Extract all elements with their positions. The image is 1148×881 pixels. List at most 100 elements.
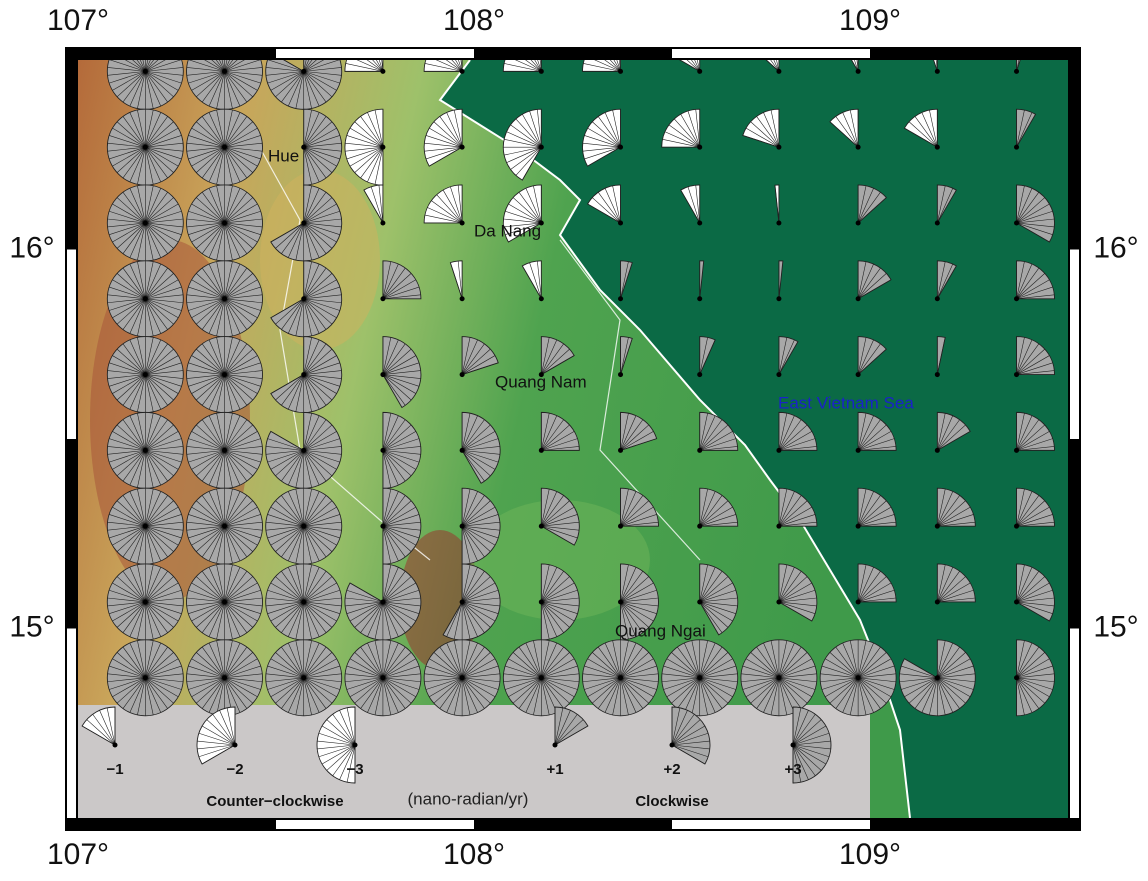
wedge-center [1014, 296, 1019, 301]
wedge-center [380, 675, 385, 680]
place-name: Quang Nam [495, 372, 587, 391]
wedge-center [301, 448, 306, 453]
wedge-center [856, 296, 861, 301]
wedge-center [143, 145, 148, 150]
legend-label: +2 [663, 761, 680, 778]
place-name: Hue [268, 146, 299, 165]
wedge-center [856, 372, 861, 377]
wedge-center [697, 372, 702, 377]
wedge-center [301, 296, 306, 301]
wedge-center [460, 599, 465, 604]
wedge-center [1014, 599, 1019, 604]
legend-cw: Clockwise [635, 793, 708, 810]
wedge-center [776, 220, 781, 225]
lat-tick-label: 15° [9, 610, 54, 643]
wedge-center [776, 296, 781, 301]
wedge-center [301, 220, 306, 225]
wedge-center [553, 743, 558, 748]
wedge-center [460, 675, 465, 680]
wedge-center [776, 675, 781, 680]
wedge-center [460, 296, 465, 301]
wedge-center [222, 448, 227, 453]
lon-tick-label: 108° [443, 838, 505, 871]
wedge-center [856, 675, 861, 680]
wedge-center [697, 296, 702, 301]
legend-unit: (nano-radian/yr) [408, 789, 529, 808]
wedge-center [539, 599, 544, 604]
wedge-center [935, 296, 940, 301]
lat-tick-label: 15° [1093, 610, 1138, 643]
wedge-center [776, 448, 781, 453]
wedge-center [618, 524, 623, 529]
wedge-center [935, 599, 940, 604]
wedge-center [380, 69, 385, 74]
wedge-center [1014, 372, 1019, 377]
wedge-center [222, 675, 227, 680]
wedge-center [143, 524, 148, 529]
wedge-center [222, 524, 227, 529]
wedge-center [380, 599, 385, 604]
wedge-center [935, 372, 940, 377]
wedge-center [697, 145, 702, 150]
wedge-center [380, 448, 385, 453]
lat-tick-label: 16° [1093, 231, 1138, 264]
wedge-center [460, 448, 465, 453]
wedge-center [539, 69, 544, 74]
wedge-center [539, 675, 544, 680]
wedge-center [380, 296, 385, 301]
legend-label: +1 [546, 761, 563, 778]
border-segment [1070, 629, 1079, 819]
wedge-center [222, 69, 227, 74]
wedge-center [222, 220, 227, 225]
wedge-center [697, 69, 702, 74]
lon-tick-label: 108° [443, 4, 505, 37]
legend-label: −2 [226, 761, 243, 778]
wedge-center [460, 220, 465, 225]
border-segment [67, 250, 76, 440]
wedge-center [776, 524, 781, 529]
wedge-center [776, 145, 781, 150]
wedge-center [143, 448, 148, 453]
wedge-center [1014, 145, 1019, 150]
wedge-center [380, 524, 385, 529]
wedge-center [380, 372, 385, 377]
wedge-center [776, 69, 781, 74]
border-segment [1070, 250, 1079, 440]
wedge-center [618, 296, 623, 301]
wedge-center [539, 448, 544, 453]
wedge-center [222, 145, 227, 150]
wedge-center [143, 69, 148, 74]
wedge-center [697, 599, 702, 604]
wedge-center [233, 743, 238, 748]
lon-tick-label: 109° [839, 4, 901, 37]
wedge-center [539, 145, 544, 150]
wedge-center [935, 69, 940, 74]
wedge-center [301, 69, 306, 74]
wedge-center [301, 372, 306, 377]
wedge-center [301, 524, 306, 529]
lat-tick-label: 16° [9, 231, 54, 264]
wedge-center [935, 675, 940, 680]
lon-tick-label: 109° [839, 838, 901, 871]
wedge-center [935, 524, 940, 529]
wedge-center [856, 524, 861, 529]
wedge-center [618, 220, 623, 225]
wedge-center [1014, 524, 1019, 529]
legend-label: −3 [346, 761, 363, 778]
wedge-center [776, 372, 781, 377]
place-name: East Vietnam Sea [778, 393, 914, 412]
wedge-center [697, 675, 702, 680]
border-segment [672, 820, 870, 829]
border-segment [672, 49, 870, 58]
wedge-center [222, 599, 227, 604]
place-name: Quang Ngai [615, 621, 706, 640]
wedge-center [791, 743, 796, 748]
legend-label: −1 [106, 761, 123, 778]
wedge-center [460, 69, 465, 74]
wedge-center [460, 145, 465, 150]
wedge-center [935, 220, 940, 225]
wedge-center [935, 448, 940, 453]
wedge-center [618, 675, 623, 680]
wedge-center [222, 296, 227, 301]
wedge-center [776, 599, 781, 604]
